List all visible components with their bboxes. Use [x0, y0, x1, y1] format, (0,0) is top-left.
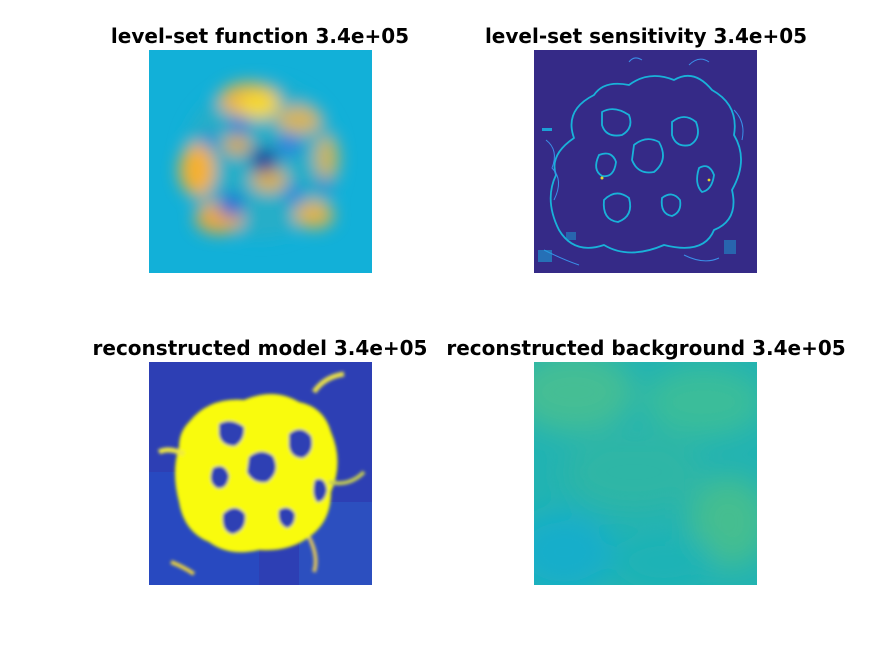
- title-level-set-sensitivity: level-set sensitivity 3.4e+05: [485, 26, 807, 46]
- reconstructed-background-image: [534, 362, 757, 585]
- level-set-sensitivity-image: [534, 50, 757, 273]
- reconstructed-model-image: [149, 362, 372, 585]
- title-level-set-function: level-set function 3.4e+05: [111, 26, 409, 46]
- title-reconstructed-background: reconstructed background 3.4e+05: [446, 338, 845, 358]
- level-set-function-image: [149, 50, 372, 273]
- title-reconstructed-model: reconstructed model 3.4e+05: [93, 338, 428, 358]
